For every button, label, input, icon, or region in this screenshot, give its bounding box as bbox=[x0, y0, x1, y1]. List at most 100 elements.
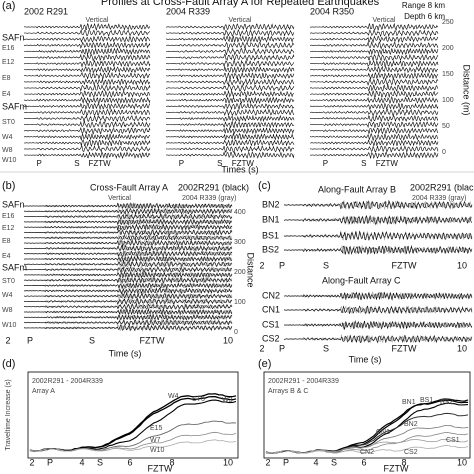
time-tick: 10 bbox=[223, 335, 233, 345]
waveform bbox=[165, 126, 295, 135]
waveform bbox=[310, 65, 439, 74]
phase-label: S bbox=[217, 159, 222, 168]
waveform bbox=[23, 271, 233, 279]
x-tick: P bbox=[47, 457, 53, 467]
station-label: E12 bbox=[2, 59, 15, 66]
waveform bbox=[23, 319, 233, 327]
station-label: W10 bbox=[2, 157, 17, 164]
distance-tick: 100 bbox=[442, 97, 454, 104]
waveform bbox=[23, 287, 233, 295]
x-tick: P bbox=[283, 457, 289, 467]
station-label: W8 bbox=[2, 147, 13, 154]
distance-tick: 200 bbox=[234, 269, 246, 276]
waveform bbox=[309, 71, 439, 80]
waveform bbox=[165, 151, 295, 159]
waveform bbox=[309, 121, 439, 129]
waveform bbox=[23, 260, 233, 268]
phase-label: FZTW bbox=[232, 159, 255, 168]
waveform bbox=[166, 114, 295, 122]
waveform bbox=[23, 207, 233, 215]
distance-tick: 0 bbox=[234, 329, 238, 336]
array-label: Arrays B & C bbox=[268, 388, 308, 395]
station-label: E4 bbox=[2, 253, 11, 260]
distance-tick: 200 bbox=[442, 45, 454, 52]
panel-label: (e) bbox=[258, 358, 271, 370]
waveform bbox=[24, 302, 233, 310]
waveform bbox=[23, 292, 233, 300]
panel-title: Along-Fault Array B bbox=[318, 184, 396, 194]
waveform bbox=[23, 297, 233, 306]
waveform bbox=[283, 291, 473, 301]
waveform bbox=[283, 214, 473, 226]
waveform bbox=[23, 22, 150, 31]
time-tick: S bbox=[323, 343, 329, 353]
waveform bbox=[309, 53, 439, 62]
station-label: SAFn bbox=[2, 32, 25, 42]
waveform bbox=[23, 239, 233, 247]
time-tick: S bbox=[323, 260, 329, 270]
station-label: E16 bbox=[2, 45, 15, 52]
distance-tick: 0 bbox=[442, 149, 446, 156]
waveform bbox=[284, 305, 473, 315]
waveform bbox=[309, 108, 439, 117]
waveform bbox=[309, 41, 439, 50]
station-label: SAFn bbox=[2, 199, 25, 209]
waveform bbox=[283, 200, 473, 210]
station-label: W4 bbox=[2, 134, 13, 141]
distance-tick: 150 bbox=[442, 71, 454, 78]
distance-label: Distance (m) bbox=[462, 64, 472, 115]
waveform bbox=[23, 53, 151, 62]
waveform bbox=[165, 53, 295, 62]
legend-gray: 2004 R339 (gray) bbox=[412, 195, 466, 202]
waveform bbox=[23, 281, 233, 290]
waveform bbox=[23, 324, 233, 332]
waveform bbox=[24, 276, 233, 285]
waveform bbox=[309, 127, 439, 135]
x-tick: 8 bbox=[401, 457, 406, 467]
waveform bbox=[309, 22, 439, 31]
waveform bbox=[23, 270, 233, 279]
x-tick: 2 bbox=[29, 457, 34, 467]
waveform bbox=[23, 244, 233, 252]
waveform bbox=[166, 139, 295, 147]
waveform bbox=[23, 234, 233, 241]
waveform bbox=[165, 132, 295, 141]
station-label: W10 bbox=[2, 322, 17, 329]
waveform bbox=[165, 72, 295, 80]
waveform bbox=[309, 77, 439, 86]
curve-label: BS2 bbox=[440, 399, 453, 406]
waveform bbox=[309, 59, 439, 68]
waveform bbox=[23, 35, 151, 43]
station-label: BN2 bbox=[262, 199, 280, 209]
time-tick: 2 bbox=[5, 335, 10, 345]
station-label: CS1 bbox=[262, 319, 280, 329]
traveltime-curve bbox=[265, 445, 469, 454]
station-label: BS2 bbox=[262, 244, 279, 254]
distance-tick: 300 bbox=[234, 239, 246, 246]
event-label: 2002 R291 bbox=[24, 6, 68, 16]
waveform bbox=[165, 41, 295, 50]
waveform bbox=[23, 292, 233, 300]
x-tick: 4 bbox=[79, 457, 84, 467]
curve-label: BS1 bbox=[420, 397, 433, 404]
curve-label: CS1 bbox=[446, 437, 460, 444]
panel-title: Profiles at Cross-Fault Array A for Repe… bbox=[101, 0, 380, 8]
range-note: Range 8 km bbox=[402, 1, 445, 10]
phase-label: P bbox=[36, 159, 41, 168]
panel-title: Along-Fault Array C bbox=[322, 275, 401, 285]
time-tick: FZTW bbox=[392, 343, 417, 353]
waveform bbox=[23, 41, 151, 50]
plot-frame-e bbox=[263, 371, 471, 459]
waveform bbox=[24, 84, 151, 92]
waveform bbox=[309, 145, 439, 153]
station-label: SAFm bbox=[2, 262, 27, 272]
curve-label: ST0 bbox=[192, 396, 205, 403]
waveform bbox=[23, 313, 233, 322]
station-label: W4 bbox=[2, 292, 13, 299]
time-tick: P bbox=[27, 335, 33, 345]
event-label: 2004 R350 bbox=[310, 6, 354, 16]
waveform bbox=[23, 120, 151, 129]
panel-label: (a) bbox=[2, 0, 15, 12]
distance-tick: 400 bbox=[234, 209, 246, 216]
station-label: E8 bbox=[2, 238, 11, 245]
